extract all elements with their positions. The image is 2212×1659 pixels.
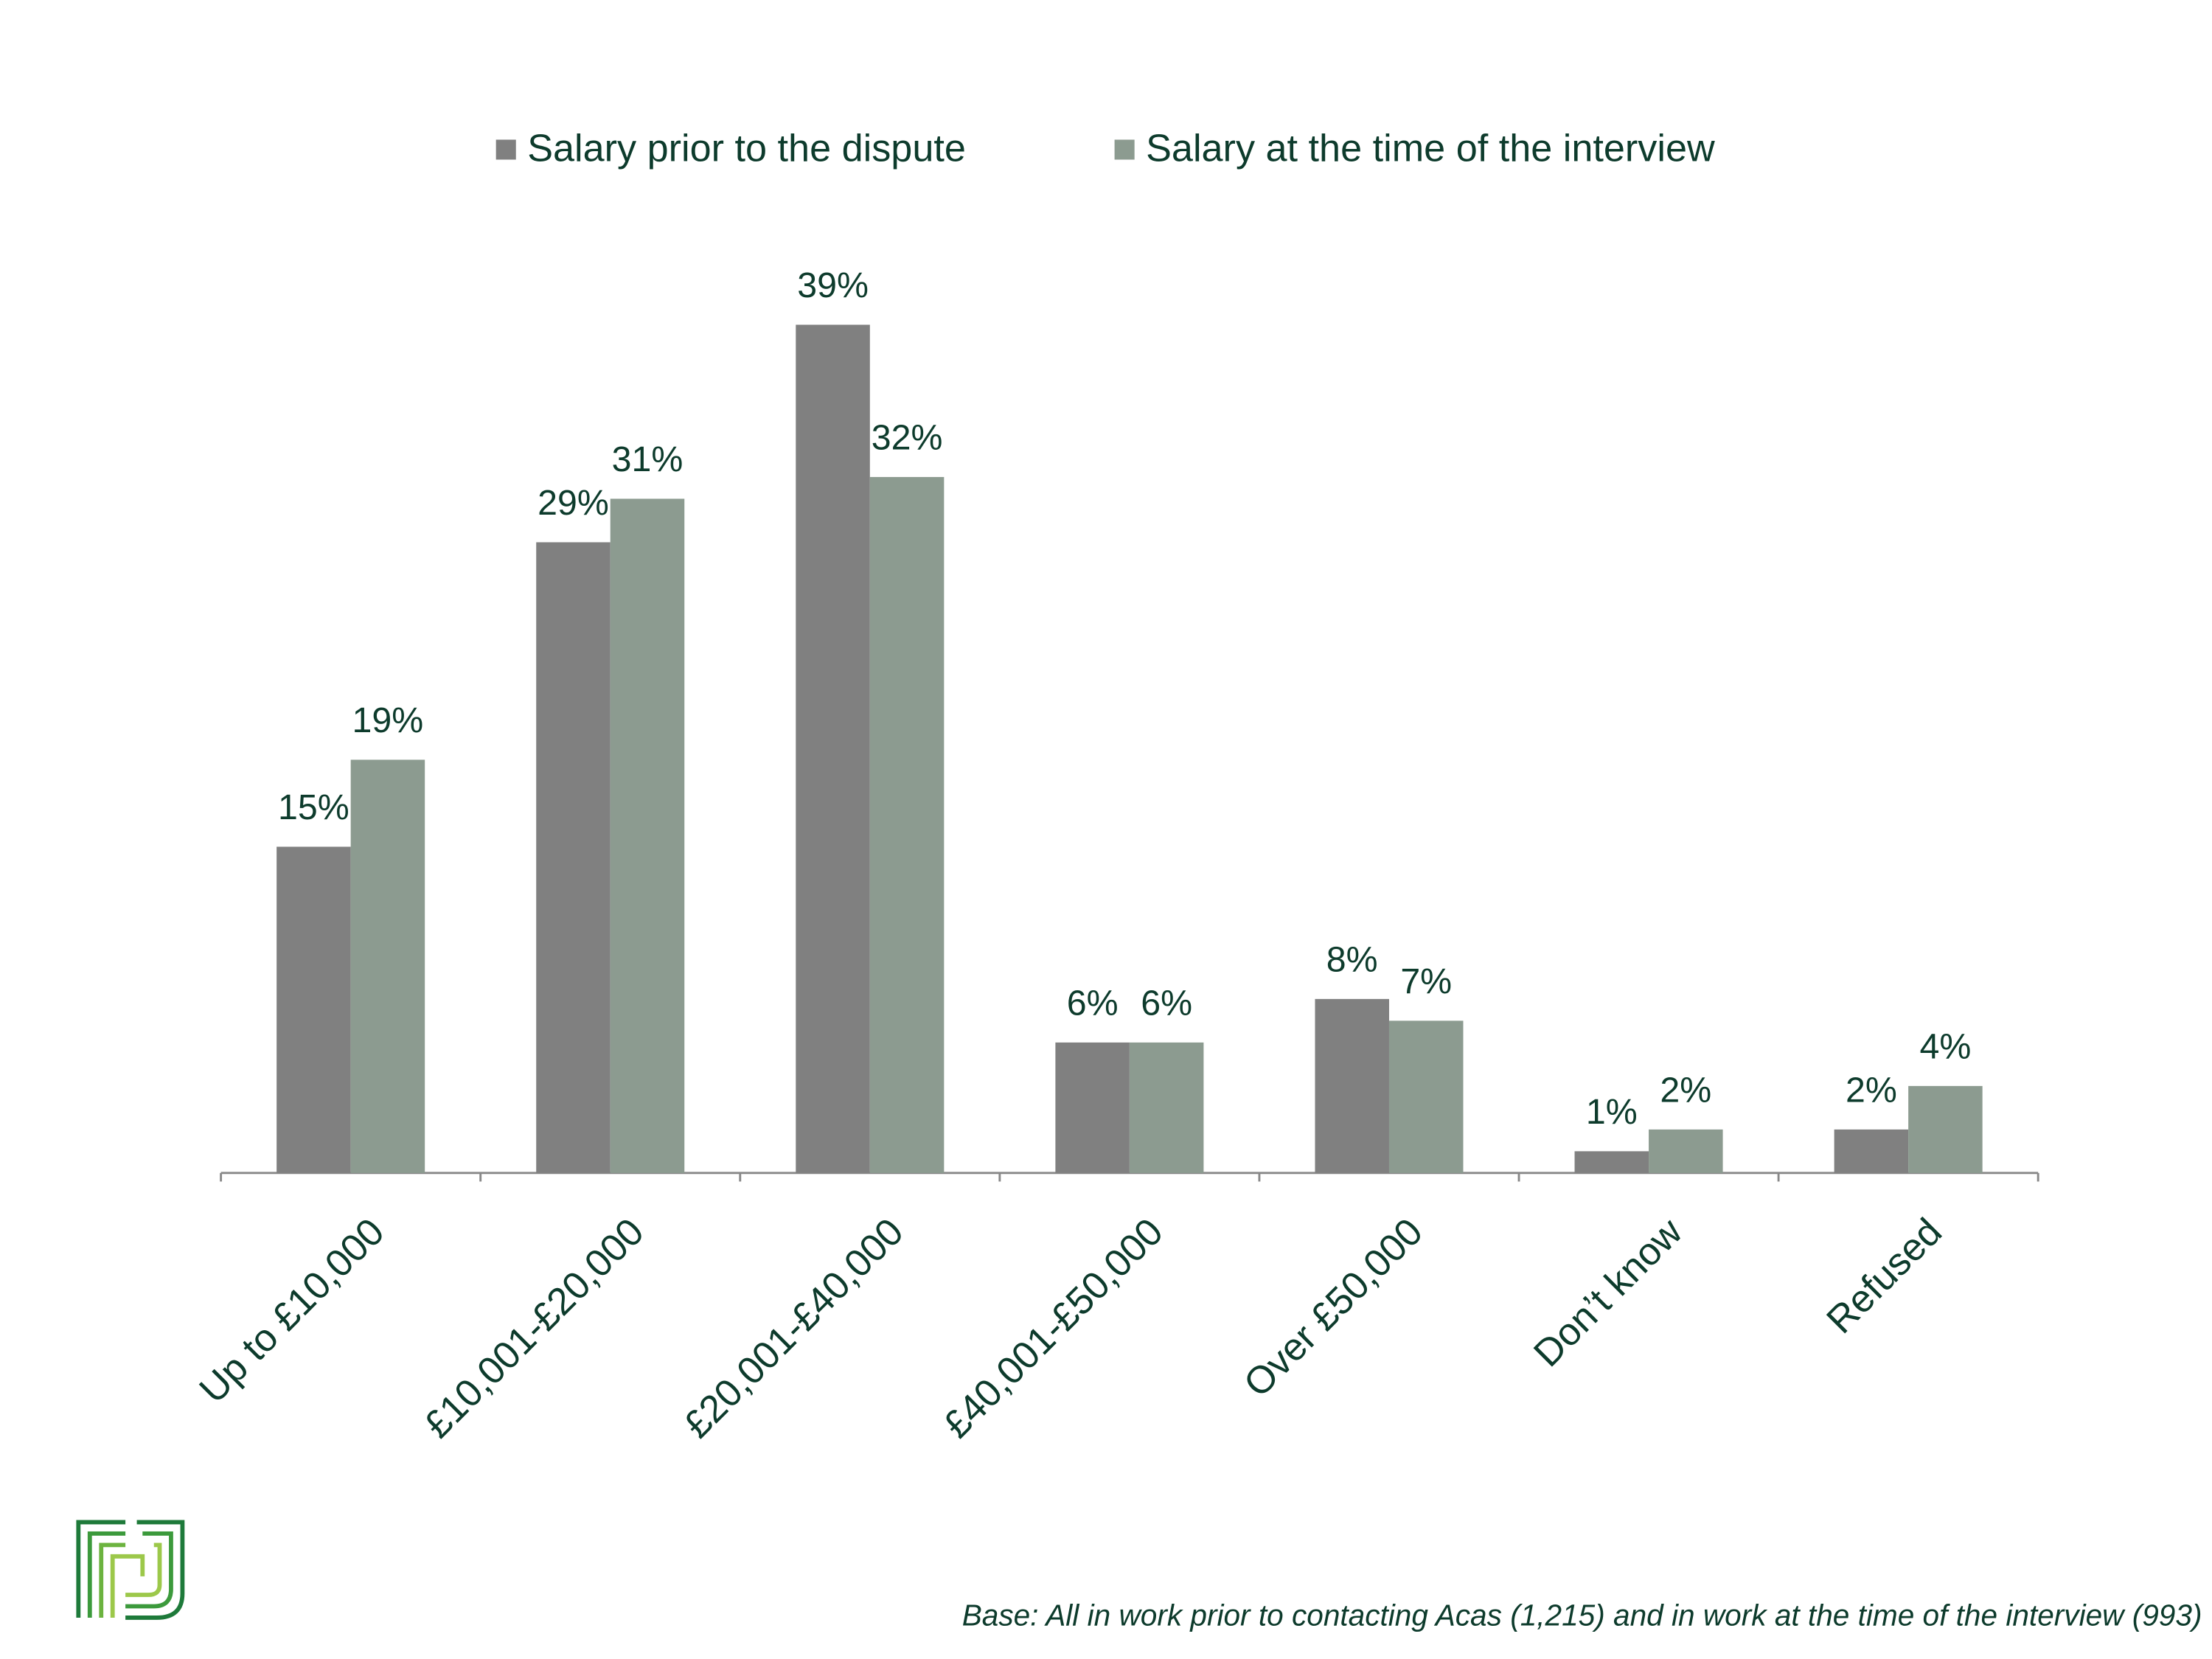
value-label: 39% (797, 265, 869, 305)
legend-swatch (495, 139, 516, 160)
value-label: 32% (872, 417, 943, 457)
value-label: 1% (1586, 1092, 1638, 1132)
value-label: 19% (352, 700, 424, 740)
x-tick-label: £10,001-£20,000 (417, 1211, 653, 1447)
bar (1315, 998, 1389, 1173)
bar (1129, 1042, 1204, 1173)
value-label: 8% (1326, 939, 1378, 979)
bar (1055, 1042, 1130, 1173)
bar (869, 476, 945, 1173)
x-tick-label: Refused (1819, 1211, 1950, 1342)
bar (536, 542, 611, 1173)
x-tick-label: Don’t know (1526, 1210, 1691, 1375)
legend-label: Salary prior to the dispute (527, 128, 966, 170)
bar (796, 324, 870, 1173)
legend-label: Salary at the time of the interview (1146, 128, 1715, 170)
value-label: 2% (1660, 1070, 1711, 1110)
bar (1649, 1129, 1723, 1173)
x-tick-label: Up to £10,000 (192, 1211, 393, 1412)
bar (1834, 1129, 1909, 1173)
value-label: 15% (278, 787, 349, 827)
value-label: 2% (1846, 1070, 1897, 1110)
bar (1388, 1020, 1464, 1173)
bar (1908, 1085, 1983, 1173)
footnote: Base: All in work prior to contacting Ac… (962, 1599, 2202, 1632)
value-label: 7% (1400, 961, 1452, 1001)
value-label: 29% (538, 483, 609, 523)
x-tick-label: £20,001-£40,000 (676, 1211, 912, 1447)
bar (610, 498, 685, 1173)
x-tick-label: Over £50,000 (1236, 1211, 1431, 1406)
legend-swatch (1114, 139, 1135, 160)
logo (76, 1520, 185, 1620)
bar (1574, 1151, 1649, 1173)
value-label: 31% (612, 439, 684, 479)
value-label: 6% (1067, 983, 1119, 1023)
x-tick-label: £40,001-£50,000 (936, 1211, 1172, 1447)
value-label: 4% (1919, 1026, 1971, 1066)
bar (276, 846, 351, 1173)
bar (350, 759, 425, 1173)
value-label: 6% (1141, 983, 1192, 1023)
